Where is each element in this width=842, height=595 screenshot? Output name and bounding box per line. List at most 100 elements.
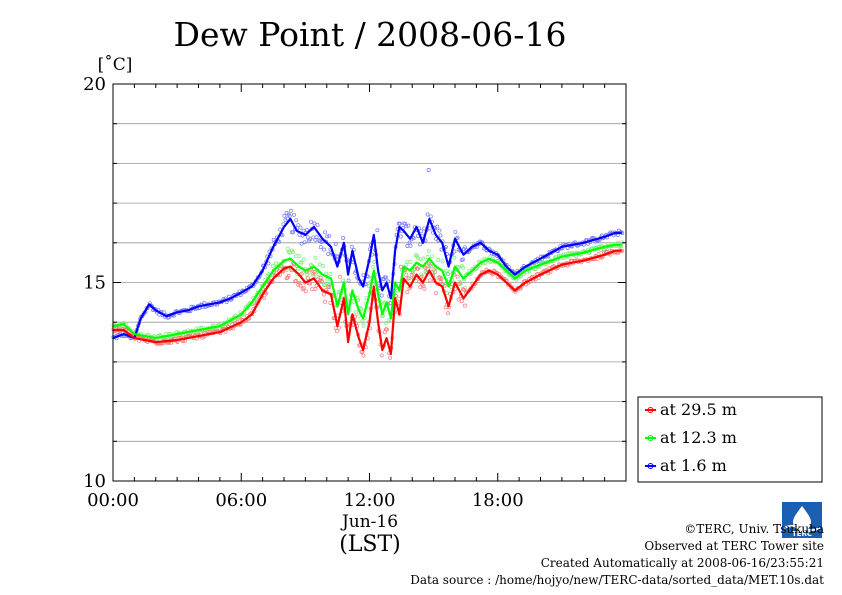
scatter-point: [287, 214, 292, 219]
scatter-point: [460, 257, 465, 262]
scatter-point: [282, 213, 287, 218]
scatter-point: [438, 233, 443, 238]
scatter-point: [296, 282, 301, 287]
scatter-point: [304, 227, 309, 232]
scatter-point: [338, 274, 342, 279]
scatter-point: [318, 245, 323, 250]
scatter-point: [396, 296, 401, 301]
scatter-point: [427, 226, 432, 231]
scatter-point: [398, 264, 403, 269]
scatter-point: [264, 291, 269, 296]
scatter-point: [320, 264, 325, 269]
scatter-point: [462, 287, 466, 292]
scatter-point: [285, 246, 290, 251]
legend-marker: [647, 463, 654, 469]
scatter-point: [301, 228, 306, 233]
y-tick-label: 20: [83, 74, 106, 95]
copyright-text: ©TERC, Univ. Tsukuba: [684, 522, 824, 536]
scatter-point: [448, 269, 453, 274]
scatter-point: [434, 291, 439, 296]
scatter-point: [426, 249, 431, 254]
y-tick-label: 15: [83, 273, 106, 294]
scatter-point: [303, 289, 308, 294]
scatter-point: [326, 251, 331, 256]
legend-box: [637, 396, 823, 483]
series-line-green: [112, 243, 622, 340]
scatter-point: [313, 255, 318, 260]
y-axis-unit: [˚C]: [98, 55, 133, 75]
terc-logo: TERC: [782, 502, 822, 538]
water-drop-icon: [793, 506, 811, 531]
scatter-point: [315, 277, 320, 282]
series-line-red: [113, 249, 622, 356]
scatter-point: [457, 279, 462, 284]
scatter-point: [285, 216, 290, 221]
legend-label: at 1.6 m: [660, 456, 727, 475]
x-axis-date-label: Jun-16: [340, 512, 398, 532]
scatter-point: [361, 323, 366, 328]
scatter-point: [416, 266, 420, 271]
scatter-point: [398, 234, 403, 239]
scatter-point: [294, 278, 299, 283]
scatter-point: [443, 268, 448, 273]
scatter-point: [445, 272, 450, 276]
scatter-point: [425, 255, 430, 259]
scatter-point: [360, 319, 365, 324]
scatter-point: [423, 265, 428, 270]
scatter-point: [445, 311, 450, 316]
scatter-point: [453, 229, 458, 234]
scatter-point: [262, 295, 267, 300]
scatter-point: [372, 260, 377, 264]
legend-marker: [647, 407, 654, 413]
y-tick-label: 10: [83, 471, 106, 492]
scatter-point: [458, 281, 463, 285]
scatter-point: [426, 261, 431, 266]
scatter-point: [277, 239, 282, 244]
scatter-point: [455, 274, 460, 279]
legend: at 29.5 m at 12.3 m at 1.6 m: [637, 396, 823, 483]
scatter-point: [435, 224, 440, 229]
x-tick-label: 00:00: [87, 490, 139, 511]
x-tick-label: 12:00: [344, 490, 396, 511]
scatter-point: [312, 270, 317, 275]
axis-tick-labels: 10 15 20 00:00 06:00 12:00 18:00: [83, 74, 524, 511]
scatter-point: [379, 293, 384, 298]
scatter-point: [417, 279, 422, 284]
scatter-point: [327, 285, 332, 290]
scatter-point: [294, 218, 299, 223]
scatter-point: [419, 229, 424, 234]
logo-text: TERC: [792, 530, 812, 538]
scatter-point: [384, 320, 388, 325]
scatter-point: [456, 297, 461, 302]
scatter-point: [455, 235, 460, 240]
scatter-point: [354, 310, 358, 315]
scatter-point: [291, 250, 295, 255]
scatter-point: [317, 262, 322, 267]
scatter-point: [387, 317, 392, 322]
scatter-point: [404, 272, 409, 277]
scatter-point: [460, 265, 465, 270]
scatter-point: [416, 256, 420, 261]
scatter-point: [292, 212, 296, 217]
scatter-point: [452, 255, 457, 260]
scatter-point: [341, 236, 346, 240]
scatter-point: [457, 282, 462, 287]
scatter-point: [302, 240, 307, 245]
scatter-point: [286, 273, 291, 278]
scatter-point: [299, 260, 304, 265]
scatter-point: [322, 292, 326, 297]
scatter-point: [408, 259, 413, 264]
scatter-point: [270, 263, 275, 268]
scatter-point: [397, 221, 402, 226]
scatter-point: [408, 243, 413, 248]
scatter-point: [336, 325, 341, 330]
scatter-point: [415, 254, 419, 259]
series-lines: [112, 217, 622, 356]
scatter-point: [418, 285, 423, 290]
scatter-point: [316, 272, 321, 277]
scatter-point: [327, 233, 332, 238]
scatter-point: [459, 299, 464, 304]
scatter-point: [305, 276, 310, 281]
scatter-point: [437, 275, 442, 280]
scatter-point: [438, 279, 443, 284]
